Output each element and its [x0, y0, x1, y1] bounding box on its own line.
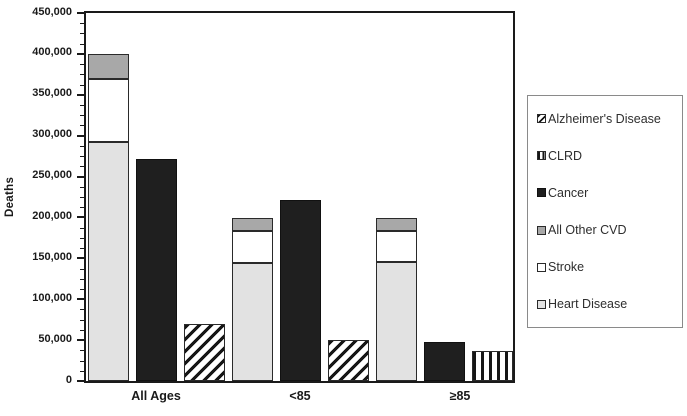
y-minor-tick	[80, 207, 84, 209]
y-minor-tick	[80, 248, 84, 250]
alzheimer-s-disease-bar	[328, 340, 369, 381]
y-minor-tick	[80, 309, 84, 311]
y-minor-tick	[80, 105, 84, 106]
y-major-tick	[77, 12, 84, 14]
y-major-tick	[77, 380, 84, 382]
y-tick-label: 450,000	[32, 5, 72, 18]
stroke-swatch-icon	[537, 262, 546, 272]
stroke-bar	[232, 231, 273, 264]
y-minor-tick	[80, 64, 84, 66]
y-major-tick	[77, 93, 84, 96]
y-tick-label: 50,000	[38, 332, 72, 345]
y-minor-tick	[80, 227, 84, 229]
heart-disease-bar	[88, 142, 129, 381]
y-minor-tick	[80, 115, 84, 117]
y-axis-title: Deaths	[4, 176, 16, 218]
y-minor-tick	[80, 125, 84, 127]
alzheimer-s-disease-bar	[184, 323, 225, 381]
cancer-bar	[280, 200, 321, 381]
alzheimer-s-disease-swatch-icon	[537, 114, 546, 124]
y-minor-tick	[80, 156, 84, 158]
legend-item: Cancer	[537, 174, 680, 211]
y-tick-label: 400,000	[32, 46, 72, 59]
y-major-tick	[77, 52, 84, 55]
legend: Alzheimer's Disease CLRD Cancer All Other C…	[527, 95, 683, 328]
y-minor-tick	[80, 329, 84, 331]
y-major-tick	[77, 216, 84, 219]
legend-label: CLRD	[548, 148, 583, 163]
legend-label: Alzheimer's Disease	[548, 111, 661, 126]
y-tick-label: 0	[65, 373, 72, 386]
y-minor-tick	[80, 350, 84, 352]
y-major-tick	[77, 134, 84, 137]
legend-label: Heart Disease	[548, 297, 628, 312]
y-minor-tick	[80, 166, 84, 168]
heart-disease-bar	[376, 261, 417, 381]
y-minor-tick	[80, 268, 84, 270]
y-major-tick	[77, 175, 84, 178]
all-other-cvd-bar	[376, 218, 417, 231]
y-major-tick	[77, 298, 84, 301]
y-tick-label: 200,000	[32, 209, 72, 222]
legend-label: All Other CVD	[548, 223, 627, 238]
cancer-bar	[424, 341, 465, 381]
y-tick-label: 350,000	[32, 87, 72, 100]
legend-item: Heart Disease	[537, 286, 680, 323]
legend-item: Alzheimer's Disease	[537, 100, 680, 137]
y-tick-label: 250,000	[32, 169, 72, 182]
all-other-cvd-bar	[232, 218, 273, 232]
x-category-label: <85	[289, 389, 311, 403]
legend-item: All Other CVD	[537, 212, 680, 249]
y-minor-tick	[80, 23, 84, 25]
heart-disease-swatch-icon	[537, 299, 546, 309]
clrd-bar	[472, 350, 513, 381]
y-major-tick	[77, 339, 84, 342]
y-minor-tick	[80, 84, 84, 86]
legend-item: CLRD	[537, 137, 680, 174]
y-minor-tick	[80, 319, 84, 321]
stroke-bar	[376, 230, 417, 262]
cancer-bar	[136, 159, 177, 381]
all-other-cvd-bar	[88, 53, 129, 80]
plot-area: 0 50,000 100,000 150,000 200,000 250,000 300,0…	[32, 6, 515, 386]
y-tick-label: 150,000	[32, 250, 72, 263]
y-minor-tick	[80, 197, 84, 198]
x-category-label: ≥85	[449, 389, 471, 403]
y-minor-tick	[80, 237, 84, 239]
y-minor-tick	[80, 145, 84, 147]
cancer-swatch-icon	[537, 188, 546, 198]
x-category-label: All Ages	[131, 389, 181, 403]
y-minor-tick	[80, 289, 84, 290]
clrd-swatch-icon	[537, 151, 546, 161]
stroke-bar	[88, 79, 129, 143]
y-major-tick	[77, 257, 84, 260]
y-minor-tick	[80, 74, 84, 76]
y-tick-label: 300,000	[32, 128, 72, 141]
y-minor-tick	[80, 370, 84, 372]
y-minor-tick	[80, 33, 84, 35]
y-minor-tick	[80, 186, 84, 188]
legend-label: Cancer	[548, 185, 589, 200]
all-other-cvd-swatch-icon	[537, 225, 546, 235]
y-minor-tick	[80, 360, 84, 362]
heart-disease-bar	[232, 263, 273, 381]
y-minor-tick	[80, 43, 84, 45]
y-tick-label: 100,000	[32, 291, 72, 304]
legend-label: Stroke	[548, 260, 585, 275]
y-minor-tick	[80, 278, 84, 280]
legend-item: Stroke	[537, 249, 680, 286]
